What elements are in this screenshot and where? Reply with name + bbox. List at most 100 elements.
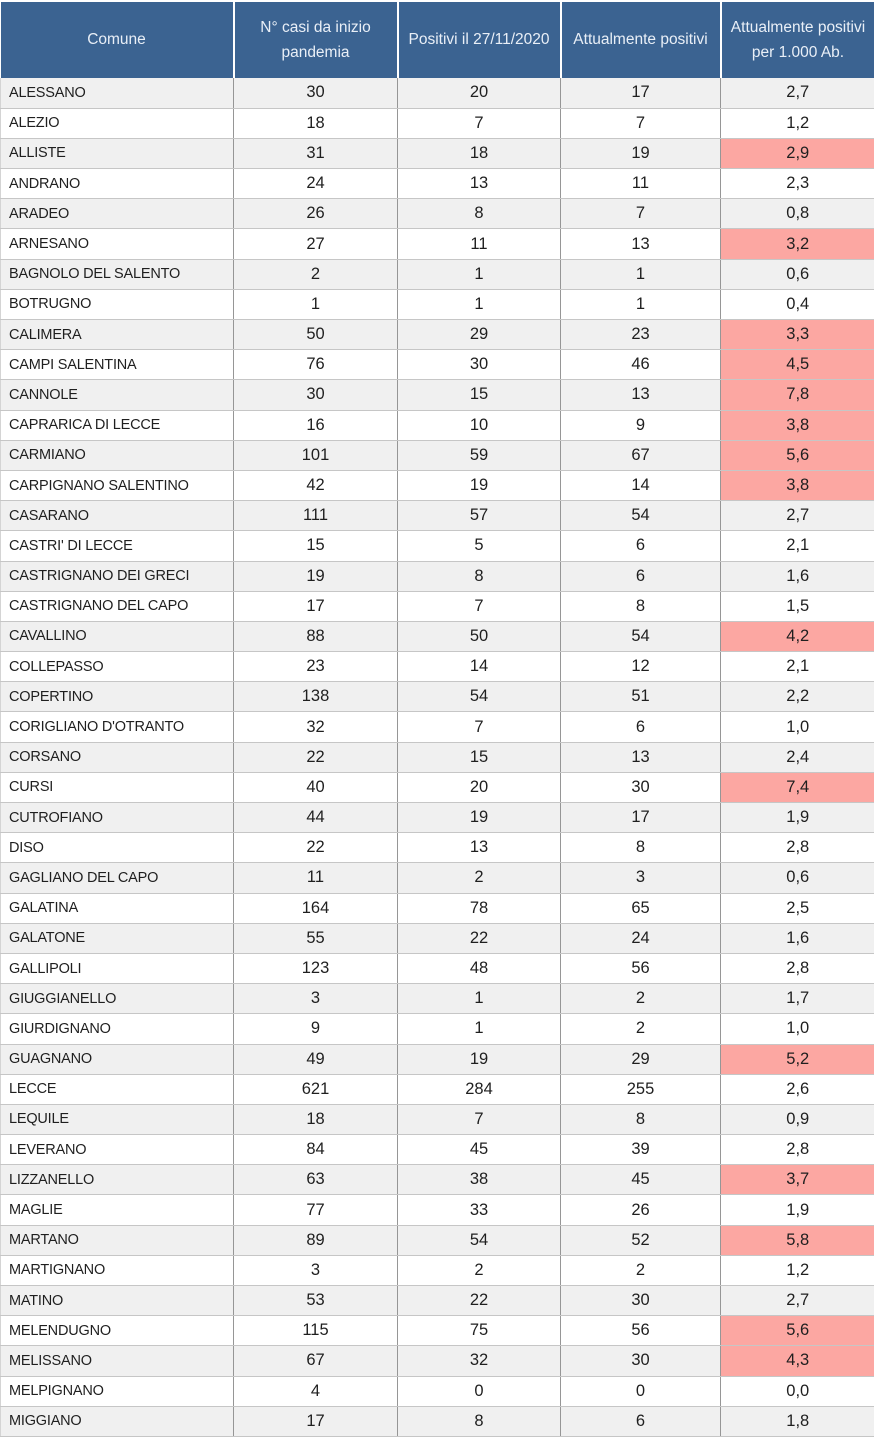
cell-comune: CORSANO [0,742,234,773]
cell-attualmente-positivi: 24 [560,923,721,954]
table-row: CASTRIGNANO DEI GRECI 19 8 6 1,6 [0,561,874,592]
cell-positivi-27-11-2020: 57 [397,500,561,532]
cell-positivi-27-11-2020: 7 [397,1104,561,1136]
table-row: CAPRARICA DI LECCE 16 10 9 3,8 [0,410,874,441]
table-row: DISO 22 13 8 2,8 [0,832,874,864]
table-row: CORIGLIANO D'OTRANTO 32 7 6 1,0 [0,711,874,743]
cell-casi-da-inizio-pandemia: 32 [233,711,398,743]
table-row: ARADEO 26 8 7 0,8 [0,198,874,230]
table-row: CASTRIGNANO DEL CAPO 17 7 8 1,5 [0,591,874,622]
cell-attualmente-positivi: 19 [560,138,721,170]
table-row: MATINO 53 22 30 2,7 [0,1285,874,1317]
table-row: CARMIANO 101 59 67 5,6 [0,440,874,471]
cell-positivi-27-11-2020: 22 [397,1285,561,1317]
cell-positivi-per-1000-ab: 1,0 [720,711,874,743]
cell-casi-da-inizio-pandemia: 67 [233,1345,398,1377]
col-header-casi-totali: N° casi da inizio pandemia [233,2,399,78]
cell-casi-da-inizio-pandemia: 1 [233,289,398,321]
table-row: CASARANO 111 57 54 2,7 [0,500,874,532]
cell-positivi-27-11-2020: 32 [397,1345,561,1377]
cell-positivi-per-1000-ab: 1,9 [720,802,874,834]
cell-comune: LEVERANO [0,1134,234,1166]
cell-positivi-per-1000-ab: 2,1 [720,530,874,562]
cell-casi-da-inizio-pandemia: 18 [233,108,398,139]
cell-casi-da-inizio-pandemia: 3 [233,1255,398,1287]
cell-positivi-27-11-2020: 8 [397,561,561,592]
col-header-comune: Comune [0,2,235,78]
cell-comune: CAVALLINO [0,621,234,653]
table-row: GALATINA 164 78 65 2,5 [0,893,874,924]
cell-comune: GALATONE [0,923,234,954]
cell-attualmente-positivi: 51 [560,681,721,713]
cell-attualmente-positivi: 52 [560,1225,721,1256]
cell-positivi-27-11-2020: 8 [397,1406,561,1437]
cell-positivi-per-1000-ab: 2,4 [720,742,874,773]
cell-casi-da-inizio-pandemia: 164 [233,893,398,924]
cell-comune: CASTRIGNANO DEI GRECI [0,561,234,592]
cell-positivi-27-11-2020: 10 [397,410,561,441]
cell-casi-da-inizio-pandemia: 22 [233,742,398,773]
cell-positivi-27-11-2020: 75 [397,1315,561,1347]
cell-casi-da-inizio-pandemia: 88 [233,621,398,653]
cell-attualmente-positivi: 30 [560,1285,721,1317]
cell-positivi-per-1000-ab: 0,4 [720,289,874,321]
cell-comune: ALESSANO [0,78,234,109]
table-row: MELPIGNANO 4 0 0 0,0 [0,1376,874,1407]
cell-positivi-per-1000-ab: 3,8 [720,410,874,441]
cell-casi-da-inizio-pandemia: 3 [233,983,398,1015]
cell-positivi-per-1000-ab: 5,6 [720,1315,874,1347]
cell-attualmente-positivi: 0 [560,1376,721,1407]
cell-positivi-per-1000-ab: 0,6 [720,862,874,894]
cell-attualmente-positivi: 30 [560,772,721,804]
table-row: BOTRUGNO 1 1 1 0,4 [0,289,874,321]
cell-positivi-per-1000-ab: 1,6 [720,923,874,954]
cell-casi-da-inizio-pandemia: 11 [233,862,398,894]
cell-positivi-per-1000-ab: 2,2 [720,681,874,713]
cell-positivi-per-1000-ab: 2,8 [720,832,874,864]
cell-attualmente-positivi: 56 [560,1315,721,1347]
table-row: CALIMERA 50 29 23 3,3 [0,319,874,351]
cell-casi-da-inizio-pandemia: 50 [233,319,398,351]
table-row: LEQUILE 18 7 8 0,9 [0,1104,874,1136]
cell-attualmente-positivi: 7 [560,198,721,230]
cell-attualmente-positivi: 6 [560,561,721,592]
cell-positivi-27-11-2020: 11 [397,228,561,260]
cell-positivi-per-1000-ab: 2,1 [720,651,874,683]
cell-attualmente-positivi: 6 [560,1406,721,1437]
table-row: GUAGNANO 49 19 29 5,2 [0,1044,874,1075]
cell-casi-da-inizio-pandemia: 31 [233,138,398,170]
table-row: CAVALLINO 88 50 54 4,2 [0,621,874,653]
cell-comune: CASARANO [0,500,234,532]
cell-casi-da-inizio-pandemia: 115 [233,1315,398,1347]
cell-attualmente-positivi: 2 [560,983,721,1015]
cell-positivi-per-1000-ab: 0,8 [720,198,874,230]
cell-attualmente-positivi: 12 [560,651,721,683]
col-header-attualmente-positivi: Attualmente positivi [560,2,722,78]
cell-positivi-27-11-2020: 1 [397,1013,561,1045]
cell-positivi-27-11-2020: 48 [397,953,561,985]
table-row: ANDRANO 24 13 11 2,3 [0,168,874,200]
cell-attualmente-positivi: 2 [560,1013,721,1045]
cell-casi-da-inizio-pandemia: 123 [233,953,398,985]
cell-positivi-per-1000-ab: 1,5 [720,591,874,622]
cell-comune: CURSI [0,772,234,804]
table-row: LEVERANO 84 45 39 2,8 [0,1134,874,1166]
cell-comune: ARADEO [0,198,234,230]
cell-positivi-per-1000-ab: 3,8 [720,470,874,502]
cell-casi-da-inizio-pandemia: 44 [233,802,398,834]
table-row: MAGLIE 77 33 26 1,9 [0,1194,874,1226]
cell-positivi-per-1000-ab: 3,7 [720,1164,874,1196]
cell-positivi-27-11-2020: 20 [397,772,561,804]
table-row: ALLISTE 31 18 19 2,9 [0,138,874,170]
table-row: LIZZANELLO 63 38 45 3,7 [0,1164,874,1196]
cell-attualmente-positivi: 8 [560,1104,721,1136]
cell-positivi-per-1000-ab: 2,7 [720,1285,874,1317]
cell-positivi-per-1000-ab: 5,2 [720,1044,874,1075]
table-header: Comune N° casi da inizio pandemia Positi… [0,2,874,78]
cell-positivi-27-11-2020: 19 [397,802,561,834]
cell-casi-da-inizio-pandemia: 111 [233,500,398,532]
cell-casi-da-inizio-pandemia: 4 [233,1376,398,1407]
cell-comune: GUAGNANO [0,1044,234,1075]
cell-positivi-27-11-2020: 13 [397,832,561,864]
